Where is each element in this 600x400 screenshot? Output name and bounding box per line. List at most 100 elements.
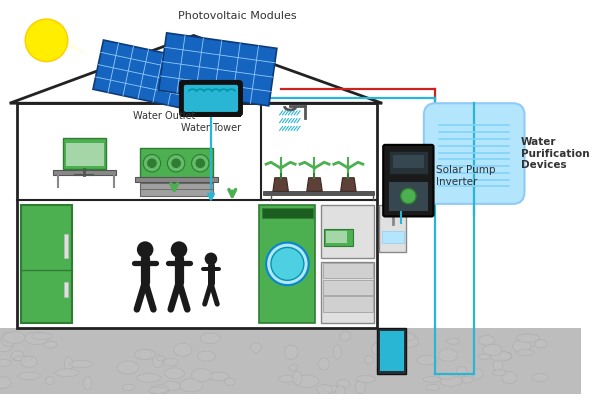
Ellipse shape (25, 332, 49, 345)
Ellipse shape (440, 376, 462, 386)
Bar (389, 182, 428, 211)
Text: Water Tower: Water Tower (181, 122, 241, 132)
Ellipse shape (163, 358, 178, 366)
FancyBboxPatch shape (184, 85, 238, 112)
Polygon shape (307, 178, 322, 191)
Ellipse shape (122, 384, 134, 390)
Ellipse shape (4, 332, 25, 343)
Ellipse shape (340, 331, 350, 341)
Ellipse shape (335, 386, 345, 397)
Bar (17, 103, 377, 328)
Ellipse shape (224, 378, 235, 386)
Polygon shape (341, 178, 356, 191)
Circle shape (147, 158, 157, 168)
Circle shape (271, 248, 304, 280)
Polygon shape (60, 36, 179, 103)
Ellipse shape (478, 354, 491, 359)
Ellipse shape (44, 341, 57, 348)
Bar (66, 143, 104, 166)
Bar (64, 234, 68, 258)
Ellipse shape (323, 386, 341, 392)
Circle shape (205, 252, 217, 265)
Ellipse shape (13, 356, 32, 361)
Ellipse shape (180, 378, 203, 392)
Ellipse shape (439, 374, 454, 379)
Ellipse shape (200, 333, 220, 344)
Ellipse shape (446, 338, 460, 344)
Bar (140, 148, 213, 179)
Ellipse shape (20, 356, 37, 367)
Ellipse shape (173, 343, 192, 356)
Polygon shape (93, 40, 193, 108)
Ellipse shape (278, 376, 296, 382)
Ellipse shape (457, 366, 467, 376)
Ellipse shape (148, 387, 167, 394)
Polygon shape (273, 178, 289, 191)
Ellipse shape (11, 351, 24, 361)
Ellipse shape (151, 385, 169, 394)
Circle shape (25, 19, 68, 62)
Text: Water Outlet: Water Outlet (133, 111, 196, 121)
Bar (63, 138, 106, 169)
Bar (136, 177, 218, 182)
Bar (21, 205, 71, 323)
Text: Water
Purification
Devices: Water Purification Devices (521, 137, 589, 170)
Bar (393, 154, 424, 168)
Bar (140, 182, 213, 196)
Ellipse shape (532, 374, 548, 381)
Ellipse shape (371, 343, 383, 355)
Bar (324, 229, 353, 246)
Ellipse shape (289, 365, 298, 370)
Bar (323, 280, 373, 295)
FancyBboxPatch shape (424, 103, 524, 204)
Ellipse shape (32, 333, 52, 340)
Ellipse shape (364, 356, 374, 364)
Ellipse shape (499, 352, 512, 360)
Ellipse shape (439, 349, 458, 361)
Bar (326, 231, 347, 243)
Ellipse shape (0, 340, 13, 352)
Bar (263, 191, 374, 195)
Bar (64, 282, 68, 297)
Ellipse shape (423, 377, 441, 382)
Bar (379, 205, 406, 252)
Ellipse shape (417, 355, 437, 365)
Ellipse shape (319, 358, 329, 370)
Text: Photovoltaic Modules: Photovoltaic Modules (178, 11, 296, 21)
Bar (377, 328, 406, 374)
Circle shape (196, 158, 205, 168)
Ellipse shape (137, 374, 161, 382)
Bar (321, 205, 374, 258)
Bar (321, 262, 374, 323)
Ellipse shape (513, 340, 531, 353)
Ellipse shape (164, 368, 184, 379)
Bar (380, 331, 404, 371)
Ellipse shape (134, 350, 155, 360)
Ellipse shape (197, 351, 215, 361)
Text: Solar Pump
Inverter: Solar Pump Inverter (436, 165, 496, 187)
Ellipse shape (472, 369, 483, 379)
FancyBboxPatch shape (180, 81, 242, 116)
Ellipse shape (250, 343, 262, 352)
Ellipse shape (502, 372, 517, 384)
Ellipse shape (493, 359, 503, 371)
Ellipse shape (46, 377, 54, 384)
Bar (323, 263, 373, 278)
Circle shape (137, 241, 154, 258)
Ellipse shape (1, 332, 16, 346)
Ellipse shape (334, 345, 341, 359)
Bar (0, 328, 581, 394)
Ellipse shape (355, 380, 365, 394)
Ellipse shape (152, 355, 163, 368)
Ellipse shape (0, 360, 11, 366)
Circle shape (143, 154, 161, 172)
Ellipse shape (284, 345, 298, 359)
Ellipse shape (535, 340, 547, 348)
Ellipse shape (479, 336, 495, 345)
Bar (382, 231, 404, 243)
Ellipse shape (376, 367, 400, 373)
Ellipse shape (293, 371, 302, 385)
Polygon shape (158, 33, 277, 106)
Ellipse shape (493, 370, 506, 376)
Bar (389, 151, 428, 174)
